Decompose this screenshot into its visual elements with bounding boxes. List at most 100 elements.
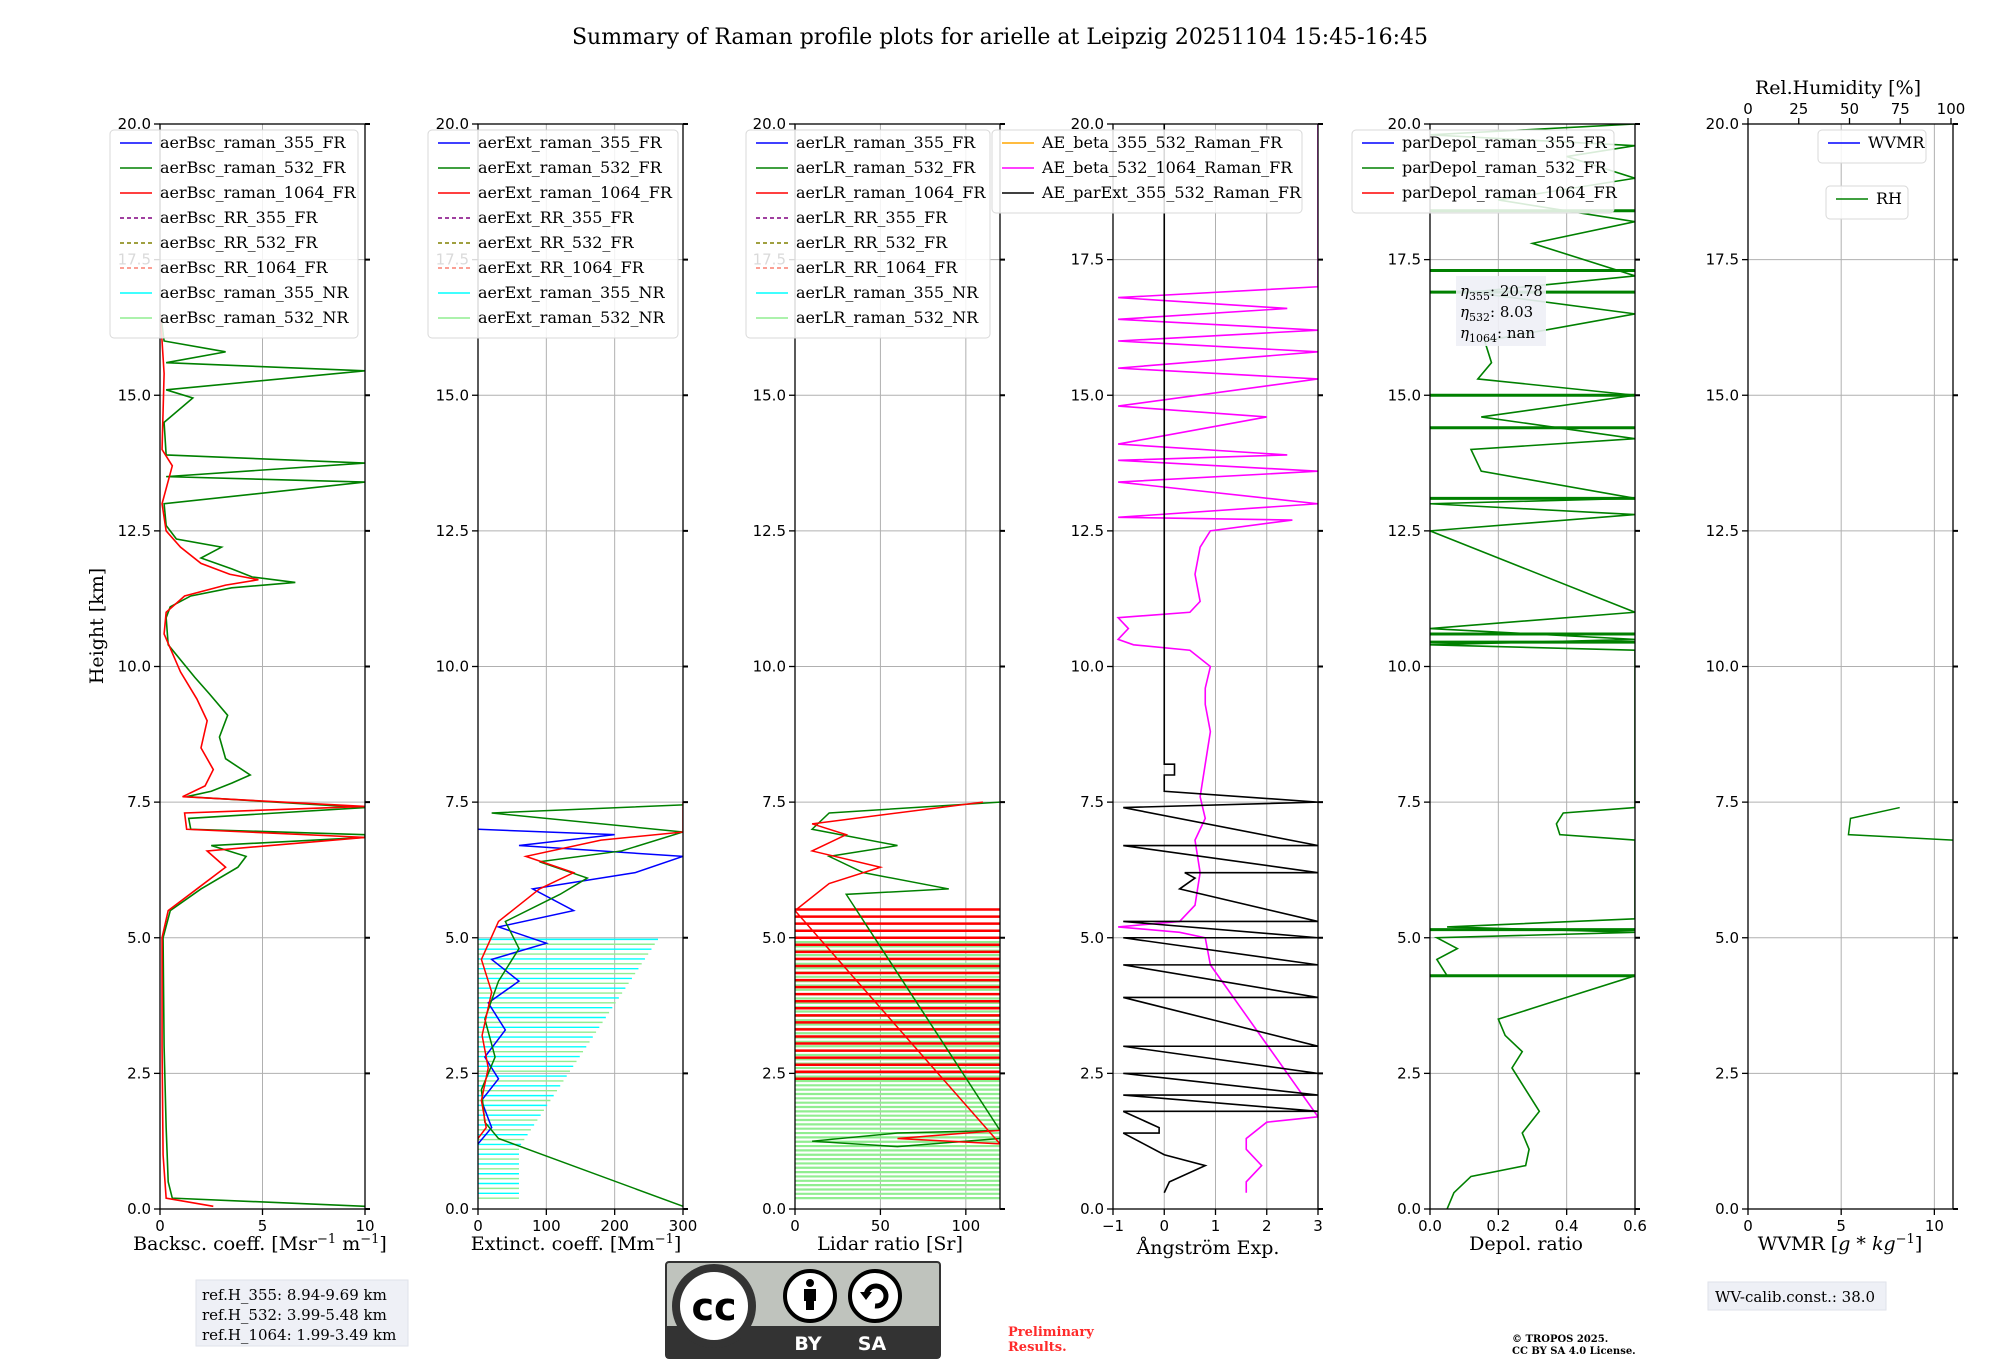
y-tick-label: 10.0 xyxy=(753,658,786,676)
y-tick-label: 5.0 xyxy=(1080,929,1104,947)
legend-depol: parDepol_raman_355_FR parDepol_raman_532_… xyxy=(1351,129,1618,214)
rh-axis-label: Rel.Humidity [%] xyxy=(1755,77,1921,99)
x-tick-label: 300 xyxy=(669,1217,698,1235)
y-tick-label: 10.0 xyxy=(118,658,151,676)
eta-subscript: 355 xyxy=(1469,290,1490,303)
legend-label: aerLR_RR_532_FR xyxy=(796,233,948,252)
x-tick-label: 200 xyxy=(600,1217,629,1235)
y-tick-label: 10.0 xyxy=(1388,658,1421,676)
y-tick-label: 20.0 xyxy=(1706,115,1739,133)
plot-area xyxy=(1113,124,1318,1209)
y-tick-label: 12.5 xyxy=(1706,522,1739,540)
cc-sa-icon xyxy=(848,1269,902,1323)
legend-label: parDepol_raman_1064_FR xyxy=(1402,183,1618,202)
y-tick-label: 12.5 xyxy=(1071,522,1104,540)
eta-line: η1064: nan xyxy=(1460,324,1535,345)
figure-title: Summary of Raman profile plots for ariel… xyxy=(572,25,1428,50)
y-tick-label: 15.0 xyxy=(436,386,469,404)
cc-mark: cc xyxy=(691,1285,736,1329)
eta-line: η532: 8.03 xyxy=(1460,303,1533,324)
x-tick-label: 0 xyxy=(1743,1217,1753,1235)
x-tick-label: 3 xyxy=(1313,1217,1323,1235)
panel-ext: 0.02.55.07.510.012.515.017.520.001002003… xyxy=(427,115,698,1235)
legend-label: RH xyxy=(1876,189,1902,208)
top-tick-label: 100 xyxy=(1937,100,1966,118)
y-tick-label: 7.5 xyxy=(1397,793,1421,811)
x-label-backscatter: Backsc. coeff. [Msr−1 m−1] xyxy=(133,1232,387,1255)
x-tick-label: 50 xyxy=(871,1217,890,1235)
y-tick-label: 15.0 xyxy=(1706,386,1739,404)
panel-ang: 0.0 2.5 5.0 7.5 10.0 12.5 15.0 17.5 20.0 −1 0 1 2 3 AE… xyxy=(991,115,1323,1235)
plot-area xyxy=(160,124,365,1209)
y-tick-label: 10.0 xyxy=(1071,658,1104,676)
series-AE_parExt_355_532_Raman_FR xyxy=(1122,124,1318,1194)
y-tick-label: 2.5 xyxy=(1080,1064,1104,1082)
top-tick-label: 25 xyxy=(1789,100,1808,118)
series-aerBsc_raman_1064_FR xyxy=(160,313,365,1208)
y-tick-label: 20.0 xyxy=(753,115,786,133)
x-tick-label: 0 xyxy=(790,1217,800,1235)
plot-area xyxy=(1748,124,1953,1209)
preliminary-line-1: Preliminary xyxy=(1008,1325,1094,1340)
panel-wv: 0.02.55.07.510.012.515.017.520.00 5 100 25 5… xyxy=(1706,100,1966,1235)
legend-frame xyxy=(109,129,359,339)
x-tick-label: 1 xyxy=(1211,1217,1221,1235)
lr-1064-fr-line xyxy=(795,801,1000,1145)
legend-label: aerExt_raman_355_FR xyxy=(478,133,663,152)
top-tick-label: 50 xyxy=(1840,100,1859,118)
legend-label: aerLR_raman_532_NR xyxy=(796,308,979,327)
legend-label: aerExt_raman_1064_FR xyxy=(478,183,673,202)
legend-label: AE_parExt_355_532_Raman_FR xyxy=(1041,183,1302,202)
x-tick-label: 10 xyxy=(355,1217,374,1235)
x-tick-label: −1 xyxy=(1102,1217,1124,1235)
y-tick-label: 7.5 xyxy=(1715,793,1739,811)
y-tick-label: 5.0 xyxy=(445,929,469,947)
y-tick-label: 12.5 xyxy=(753,522,786,540)
x-tick-label: 0 xyxy=(473,1217,483,1235)
legend-lidar-ratio: aerLR_raman_355_FR aerLR_raman_532_FR aerL… xyxy=(745,129,991,339)
x-tick-label: 100 xyxy=(952,1217,981,1235)
legend-label: aerExt_raman_532_FR xyxy=(478,158,663,177)
y-tick-label: 20.0 xyxy=(1388,115,1421,133)
y-tick-label: 15.0 xyxy=(1388,386,1421,404)
x-label-wvmr: WVMR [g * kg−1] xyxy=(1758,1232,1922,1255)
plot-area xyxy=(795,124,1000,1209)
legend-frame xyxy=(1351,129,1615,214)
x-label-extinction: Extinct. coeff. [Mm−1] xyxy=(471,1232,682,1255)
eta-line: η355: 20.78 xyxy=(1460,282,1543,303)
legend-label: parDepol_raman_355_FR xyxy=(1402,133,1608,152)
eta-value: : nan xyxy=(1497,324,1535,342)
legend-label: aerLR_raman_355_NR xyxy=(796,283,979,302)
x-label-depol: Depol. ratio xyxy=(1469,1233,1583,1255)
wv-calib-box: WV-calib.const.: 38.0 xyxy=(1707,1281,1887,1311)
x-label-lidar-ratio: Lidar ratio [Sr] xyxy=(817,1233,963,1255)
eta-value: : 8.03 xyxy=(1490,303,1533,321)
legend-label: aerBsc_RR_1064_FR xyxy=(160,258,329,277)
lr-532-fr-line xyxy=(810,801,1000,1148)
legend-label: aerExt_raman_532_NR xyxy=(478,308,666,327)
y-tick-label: 15.0 xyxy=(753,386,786,404)
x-tick-label: 0.4 xyxy=(1555,1217,1579,1235)
legend-label: aerExt_RR_532_FR xyxy=(478,233,635,252)
ext-1064-fr-line xyxy=(478,802,683,1139)
x-tick-label: 5 xyxy=(1836,1217,1846,1235)
legend-frame xyxy=(991,129,1303,214)
eta-subscript: 1064 xyxy=(1469,332,1497,345)
y-tick-label: 2.5 xyxy=(1397,1064,1421,1082)
y-tick-label: 20.0 xyxy=(1071,115,1104,133)
x-tick-label: 0 xyxy=(155,1217,165,1235)
top-tick-label: 0 xyxy=(1743,100,1753,118)
x-tick-label: 5 xyxy=(258,1217,268,1235)
y-tick-label: 0.0 xyxy=(1397,1200,1421,1218)
legend-label: AE_beta_355_532_Raman_FR xyxy=(1041,133,1283,152)
x-tick-label: 0.2 xyxy=(1486,1217,1510,1235)
ext-355-fr-line xyxy=(478,828,683,1145)
y-tick-label: 2.5 xyxy=(762,1064,786,1082)
annotation-box xyxy=(1456,276,1546,346)
series-AE_beta_532_1064_Raman_FR xyxy=(1116,124,1318,1193)
y-tick-label: 17.5 xyxy=(1706,251,1739,269)
ref-h-532: ref.H_532: 3.99-5.48 km xyxy=(202,1306,387,1324)
ref-h-1064: ref.H_1064: 1.99-3.49 km xyxy=(202,1326,396,1344)
rh-line xyxy=(1847,806,1953,841)
x-tick-label: 10 xyxy=(1925,1217,1944,1235)
